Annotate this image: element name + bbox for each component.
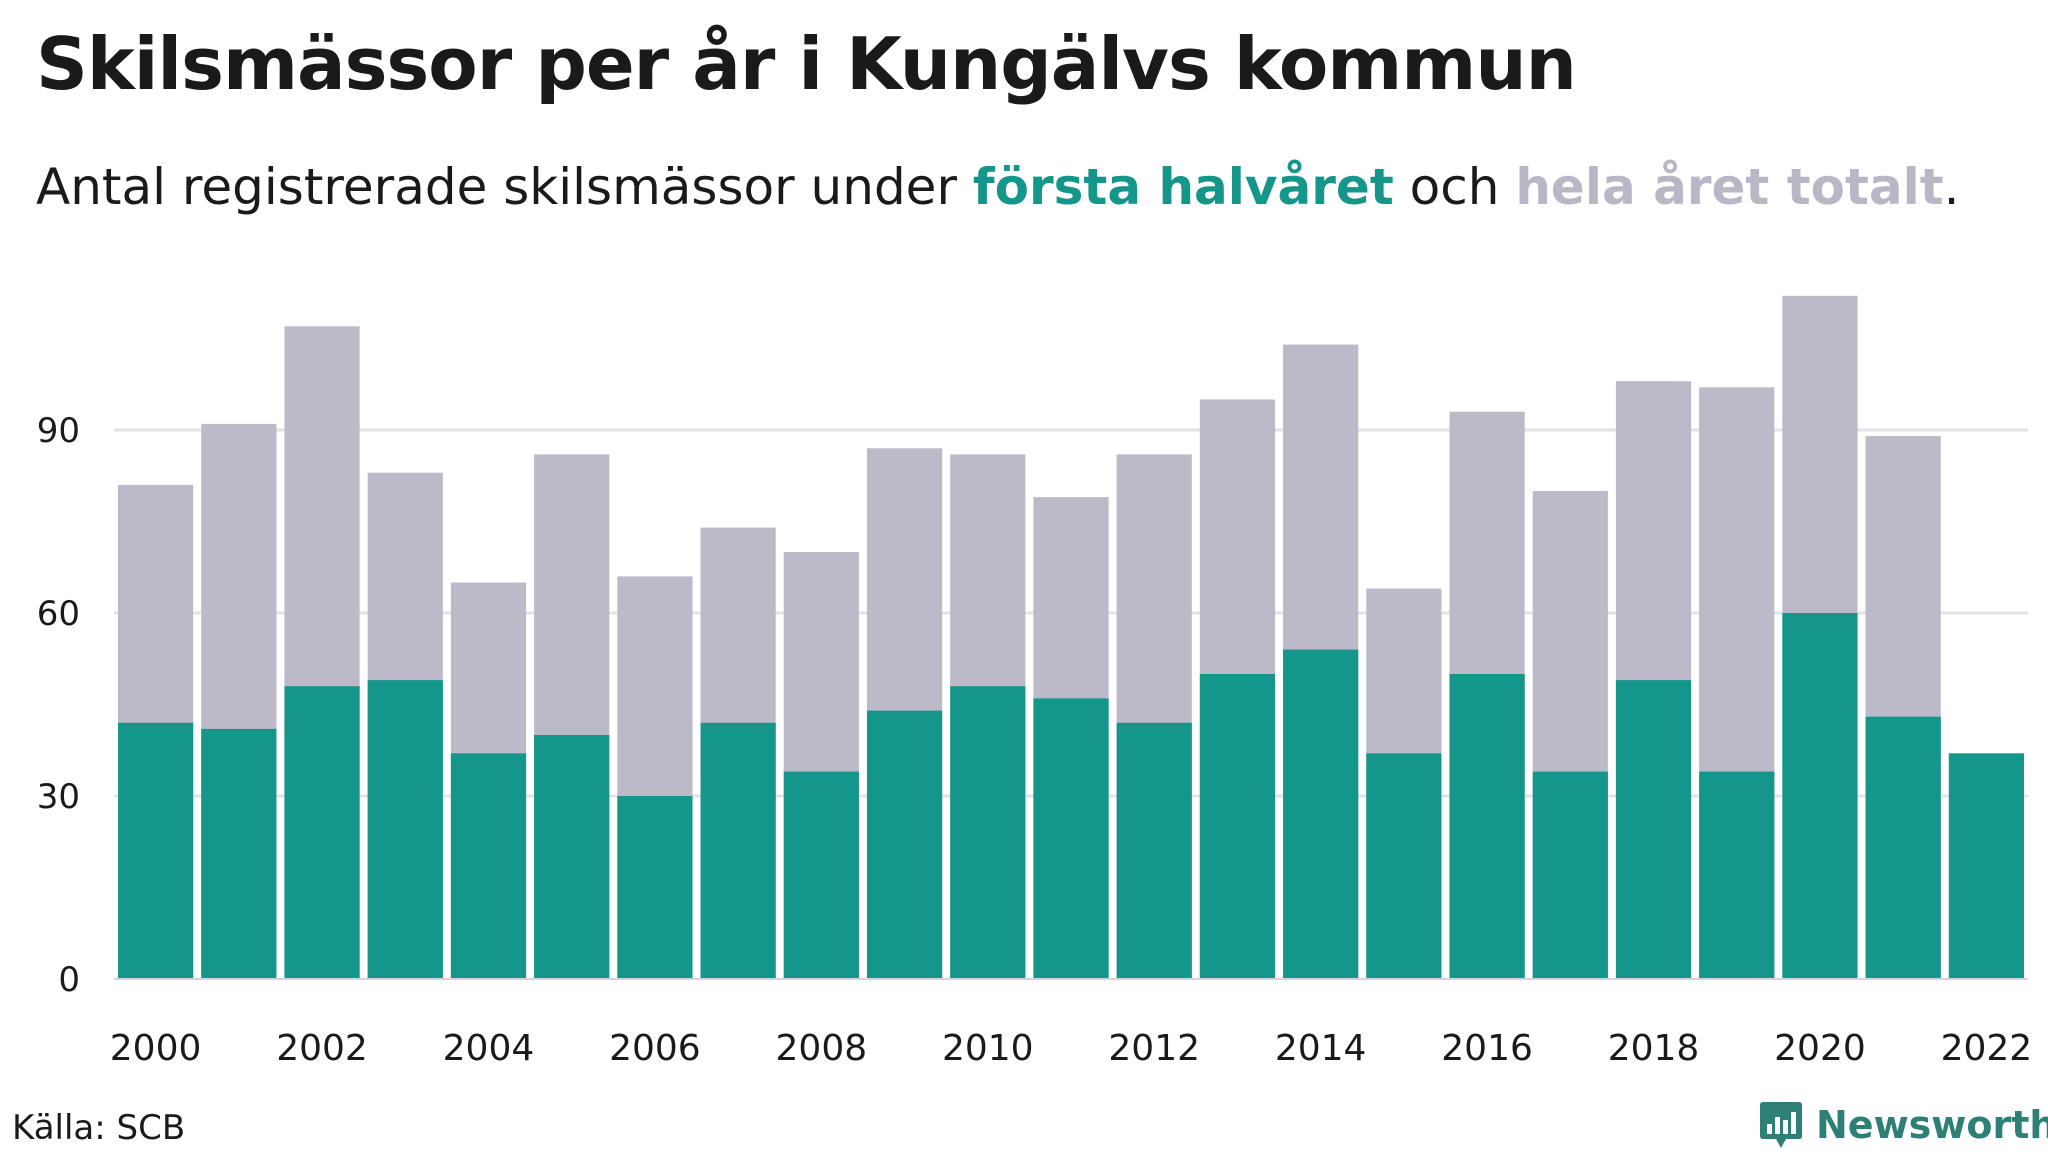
y-tick-label-60: 60 <box>37 594 80 634</box>
bar-first-half-2013 <box>1199 674 1276 979</box>
bar-first-half-2015 <box>1366 753 1442 979</box>
chart-title: Skilsmässor per år i Kungälvs kommun <box>36 22 1577 106</box>
bar-first-half-2003 <box>367 680 443 979</box>
y-tick-label-0: 0 <box>58 960 80 1000</box>
x-tick-label-2004: 2004 <box>443 1028 535 1069</box>
x-tick-label-2018: 2018 <box>1608 1028 1700 1069</box>
subtitle-highlight-first-half: första halvåret <box>972 158 1394 216</box>
x-tick-label-2014: 2014 <box>1275 1028 1367 1069</box>
bar-first-half-2000 <box>118 722 194 979</box>
x-tick-label-2020: 2020 <box>1774 1028 1866 1069</box>
x-tick-label-2022: 2022 <box>1941 1028 2033 1069</box>
bar-first-half-2001 <box>201 728 277 979</box>
bar-first-half-2014 <box>1283 649 1359 979</box>
bar-chart: 0 30 60 90 2000 2002 2004 2006 2008 2010 2012 2014 2… <box>37 295 2033 1069</box>
bar-first-half-2021 <box>1865 716 1941 979</box>
bar-first-half-2004 <box>450 753 527 979</box>
chart-subtitle: Antal registrerade skilsmässor under för… <box>36 158 1960 216</box>
bar-first-half-2012 <box>1116 722 1192 979</box>
bar-first-half-2018 <box>1615 680 1692 979</box>
x-tick-label-2016: 2016 <box>1441 1028 1533 1069</box>
x-tick-label-2010: 2010 <box>942 1028 1034 1069</box>
subtitle-text-3: . <box>1943 158 1960 216</box>
brand-name: Newsworthy <box>1816 1103 2048 1147</box>
x-tick-label-2012: 2012 <box>1108 1028 1200 1069</box>
subtitle-text-2: och <box>1393 158 1516 216</box>
newsworthy-logo-icon <box>1760 1102 1802 1148</box>
x-tick-label-2008: 2008 <box>776 1028 868 1069</box>
bar-first-half-2019 <box>1699 771 1775 979</box>
bar-first-half-2006 <box>617 796 693 979</box>
bar-first-half-2020 <box>1782 613 1858 979</box>
x-tick-label-2000: 2000 <box>110 1028 202 1069</box>
bar-first-half-2008 <box>783 771 859 979</box>
bar-first-half-2011 <box>1033 698 1109 979</box>
brand-logo: Newsworthy <box>1758 1100 2048 1150</box>
y-tick-label-30: 30 <box>37 777 80 817</box>
subtitle-text-1: Antal registrerade skilsmässor under <box>36 158 973 216</box>
bar-first-half-2005 <box>534 735 610 979</box>
bar-first-half-2016 <box>1449 674 1525 979</box>
bar-first-half-2017 <box>1532 771 1608 979</box>
bar-first-half-2007 <box>700 722 776 979</box>
y-tick-label-90: 90 <box>37 411 80 451</box>
subtitle-highlight-total: hela året totalt <box>1515 158 1944 216</box>
x-tick-label-2002: 2002 <box>276 1028 368 1069</box>
bar-first-half-2009 <box>866 710 943 979</box>
bar-first-half-2022 <box>1948 753 2024 979</box>
source-label: Källa: SCB <box>12 1108 186 1148</box>
bar-first-half-2010 <box>950 686 1026 979</box>
bar-first-half-2002 <box>284 686 360 979</box>
x-tick-label-2006: 2006 <box>609 1028 701 1069</box>
